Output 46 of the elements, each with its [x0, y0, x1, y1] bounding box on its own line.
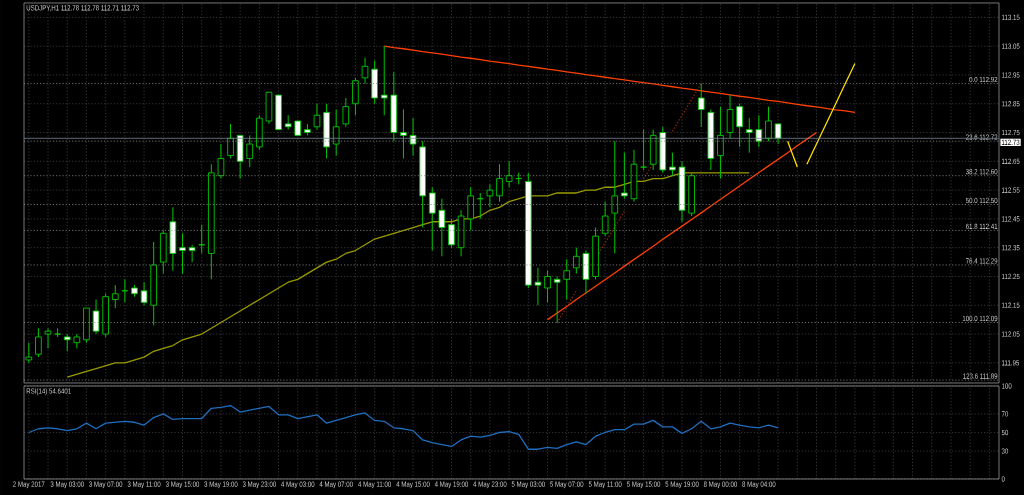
candlestick — [217, 143, 225, 180]
candlestick — [745, 117, 753, 154]
candlestick — [486, 183, 494, 208]
candlestick — [544, 270, 551, 303]
candlestick — [755, 114, 763, 148]
candlestick — [44, 327, 52, 349]
candlestick — [111, 284, 119, 309]
candlestick — [188, 244, 196, 263]
candlestick — [92, 299, 100, 335]
candlestick — [342, 97, 350, 128]
candlestick — [227, 123, 234, 159]
candlestick — [35, 327, 42, 358]
candlestick — [428, 186, 436, 252]
candlestick — [121, 278, 129, 303]
candlestick — [563, 258, 571, 300]
candlestick — [611, 140, 619, 254]
candlestick — [717, 106, 724, 180]
candlestick — [313, 103, 321, 131]
candlestick — [736, 103, 743, 148]
candlestick — [25, 342, 33, 364]
candlestick — [496, 163, 503, 203]
candlestick — [380, 45, 388, 116]
candlestick — [467, 186, 475, 231]
candlestick — [246, 134, 254, 168]
candlestick — [621, 152, 628, 200]
candlestick — [332, 109, 340, 157]
candlestick — [765, 106, 772, 142]
candlestick — [534, 267, 542, 306]
candlestick — [352, 77, 359, 116]
line-series — [383, 45, 856, 114]
candlestick — [553, 275, 561, 324]
candlestick — [601, 201, 609, 237]
candlestick — [361, 57, 369, 85]
candlestick — [669, 152, 676, 177]
candlestick — [140, 281, 148, 306]
candlestick — [774, 123, 782, 145]
candlestick — [400, 109, 407, 159]
candlestick — [505, 160, 513, 188]
candlestick — [640, 129, 647, 171]
candlestick — [179, 232, 186, 275]
candlestick — [438, 198, 446, 257]
candlestick — [409, 117, 417, 157]
candlestick — [697, 83, 705, 128]
candlestick — [573, 247, 580, 275]
candlestick — [726, 94, 734, 139]
candlestick — [448, 218, 455, 249]
